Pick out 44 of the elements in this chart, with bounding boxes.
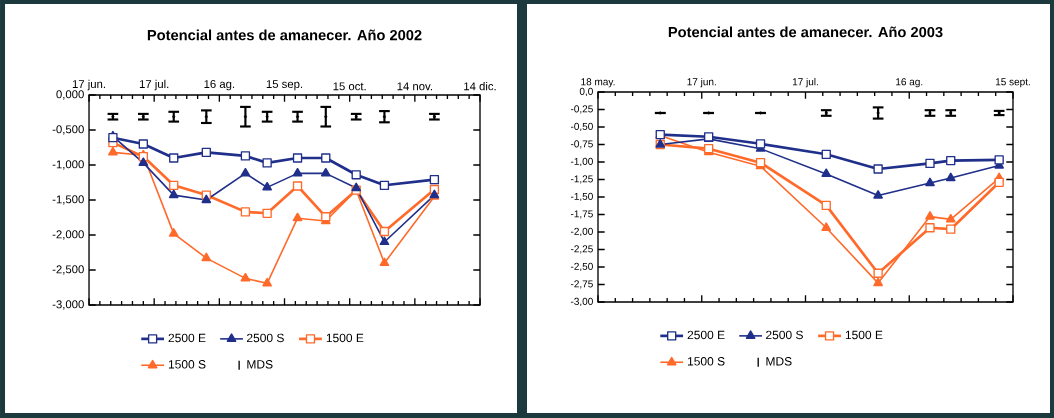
y-tick-label: -2,75: [570, 280, 593, 289]
x-tick-label: 17 jul.: [139, 79, 169, 91]
y-tick-label: -0,25: [570, 105, 593, 114]
y-tick-label: -2,000: [52, 230, 84, 240]
chart-title: Potencial antes de amanecer. Año 2002: [147, 29, 422, 41]
y-tick-label: -3,00: [570, 297, 593, 307]
x-tick-label: 15 oct.: [333, 82, 366, 91]
y-tick-label: -2,25: [570, 245, 593, 254]
y-tick-label: -1,00: [570, 157, 593, 167]
legend-label: MDS: [766, 357, 792, 366]
x-tick-label: 15 sep.: [266, 80, 303, 91]
legend-label: 2500 E: [687, 330, 725, 340]
x-tick-label: 16 ag.: [896, 78, 923, 88]
chart-title: Potencial antes de amanecer. Año 2003: [668, 26, 943, 38]
y-tick-label: 0,000: [56, 90, 84, 100]
legend-label: 1500 S: [687, 357, 725, 366]
legend-label: MDS: [247, 360, 273, 369]
y-tick-label: -1,75: [570, 210, 593, 219]
y-tick-label: -3,000: [52, 300, 84, 310]
legend-label: 2500 S: [247, 333, 284, 343]
y-tick-label: -1,000: [52, 160, 84, 170]
legend-label: 1500 S: [168, 360, 206, 369]
x-tick-label: 16 ag.: [204, 80, 235, 91]
legend-label: 2500 S: [766, 330, 803, 340]
x-tick-label: 17 jun.: [72, 79, 105, 91]
y-tick-label: 0,0: [579, 87, 593, 97]
legend-label: 2500 E: [168, 333, 206, 343]
y-tick-label: -2,00: [570, 227, 593, 237]
x-tick-label: 17 jul.: [792, 77, 818, 88]
x-tick-label: 14 nov.: [397, 82, 432, 91]
y-tick-label: -1,25: [570, 175, 593, 184]
x-tick-label: 14 dic.: [464, 81, 496, 91]
x-tick-label: 18 may.: [581, 78, 615, 88]
x-tick-label: 17 jun.: [687, 77, 716, 88]
y-tick-label: -0,500: [52, 125, 84, 135]
x-tick-label: 15 sept.: [995, 78, 1030, 88]
y-tick-label: -2,50: [570, 262, 593, 272]
y-tick-label: -1,500: [52, 195, 84, 205]
y-tick-label: -0,50: [570, 122, 593, 132]
legend-label: 1500 E: [326, 333, 364, 343]
y-tick-label: -0,75: [570, 140, 593, 149]
y-tick-label: -1,50: [570, 192, 593, 202]
y-tick-label: -2,500: [52, 265, 84, 275]
legend-label: 1500 E: [845, 330, 883, 340]
